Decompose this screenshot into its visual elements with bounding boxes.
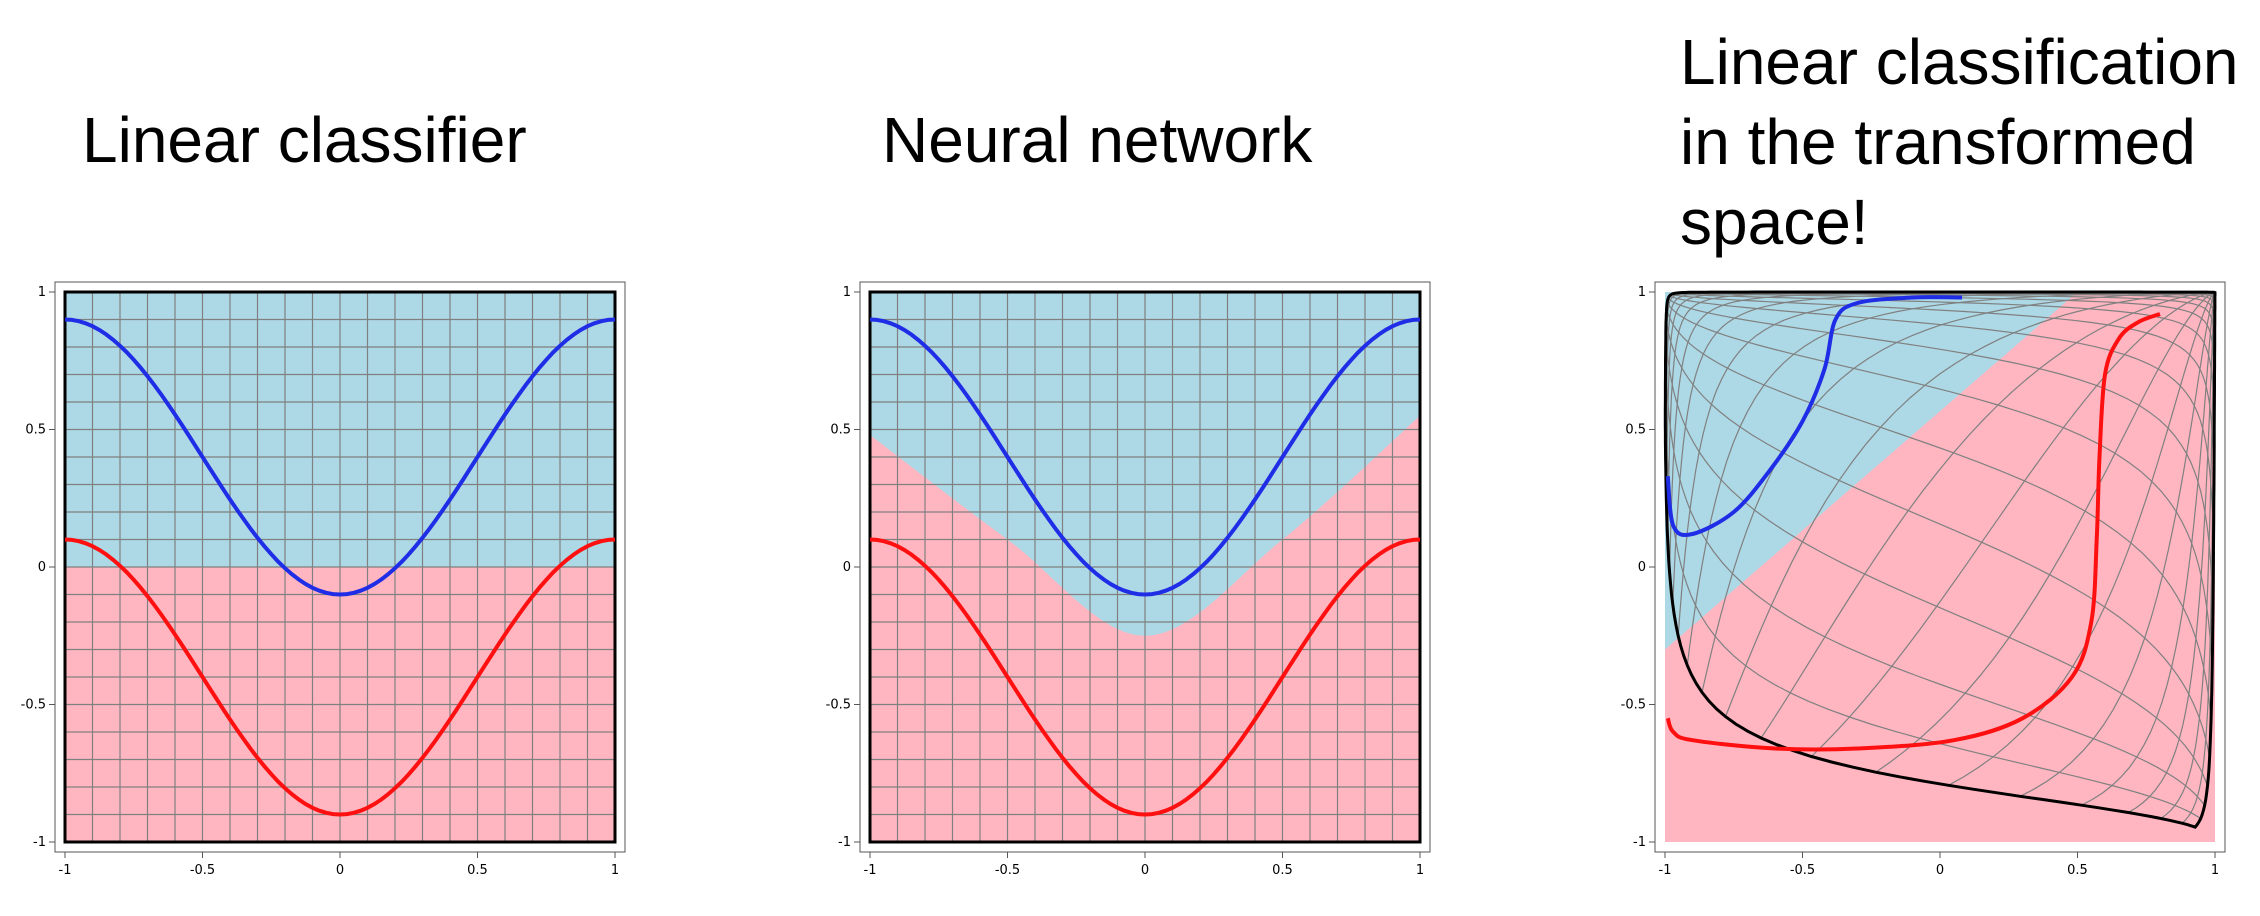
y-tick-label: -0.5 <box>1621 698 1646 713</box>
y-tick-label: -0.5 <box>21 698 46 713</box>
title-line: Linear classification <box>1680 26 2239 98</box>
x-tick-label: -0.5 <box>995 863 1020 878</box>
warped-grid-line <box>1676 292 2216 387</box>
panel-title-linear-classifier: Linear classifier <box>82 100 527 180</box>
linear-classifier-plot: -1 -0.5 0 0.5 1 1 0.5 0 -0.5 -1 <box>21 281 626 878</box>
blue-class-curve <box>1665 295 1963 538</box>
neural-network-plot: -1 -0.5 0 0.5 1 1 0.5 0 -0.5 -1 <box>826 281 1431 878</box>
x-tick-label: 0.5 <box>467 863 488 878</box>
y-tick-label: -1 <box>838 835 851 850</box>
y-tick-label: 0.5 <box>25 423 46 438</box>
y-tick-label: 1 <box>843 285 851 300</box>
y-tick-label: 1 <box>1638 285 1646 300</box>
x-tick-label: -1 <box>59 863 72 878</box>
y-tick-label: 0 <box>1638 560 1646 575</box>
red-class-curve <box>1665 312 2161 752</box>
x-tick-label: 0 <box>1936 863 1944 878</box>
blue-class-curve <box>869 317 1421 597</box>
title-line: Linear classifier <box>82 104 527 176</box>
x-tick-label: -1 <box>864 863 877 878</box>
x-tick-label: 0 <box>336 863 344 878</box>
title-line: Neural network <box>882 104 1313 176</box>
y-tick-label: -1 <box>1633 835 1646 850</box>
y-tick-label: 0 <box>843 560 851 575</box>
x-tick-label: 1 <box>1416 863 1424 878</box>
panel-title-neural-network: Neural network <box>882 100 1312 180</box>
y-tick-label: 0.5 <box>830 423 851 438</box>
plot-border <box>868 290 1422 844</box>
red-class-curve <box>869 537 1421 817</box>
blue-class-curve <box>64 317 616 597</box>
x-tick-label: -0.5 <box>1790 863 1815 878</box>
y-tick-label: 1 <box>38 285 46 300</box>
red-class-curve <box>64 537 616 817</box>
warped-domain-outline <box>1663 290 2217 829</box>
title-line: space! <box>1680 186 1869 258</box>
x-tick-label: 0 <box>1141 863 1149 878</box>
x-tick-label: -1 <box>1659 863 1672 878</box>
x-tick-label: 1 <box>611 863 619 878</box>
y-tick-label: 0.5 <box>1625 423 1646 438</box>
blue-region <box>1665 292 2078 650</box>
plot-border <box>63 290 617 844</box>
y-tick-label: -0.5 <box>826 698 851 713</box>
y-tick-label: -1 <box>33 835 46 850</box>
warped-grid-line <box>1673 293 2215 430</box>
x-tick-label: 1 <box>2211 863 2219 878</box>
title-line: in the transformed <box>1680 106 2196 178</box>
y-tick-label: 0 <box>38 560 46 575</box>
x-tick-label: 0.5 <box>2067 863 2088 878</box>
x-tick-label: 0.5 <box>1272 863 1293 878</box>
x-tick-label: -0.5 <box>190 863 215 878</box>
transformed-space-plot: -1 -0.5 0 0.5 1 1 0.5 0 -0.5 -1 <box>1621 281 2226 878</box>
panel-title-transformed-space: Linear classification in the transformed… <box>1680 22 2239 262</box>
